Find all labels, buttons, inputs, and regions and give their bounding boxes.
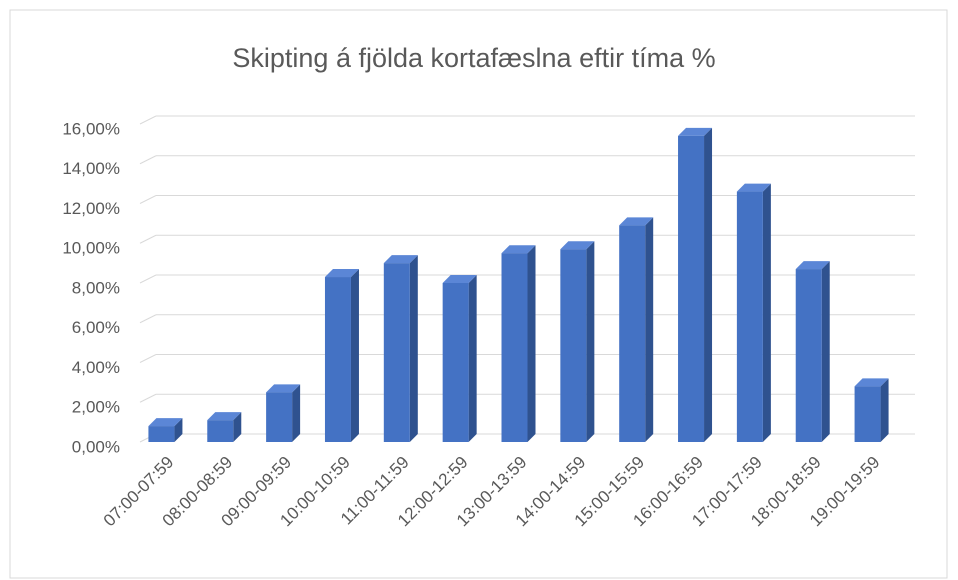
bar-top [678, 127, 713, 136]
bar-side [704, 127, 713, 443]
y-tick-label: 8,00% [72, 278, 120, 297]
bar-top [619, 217, 654, 226]
bar-side [350, 269, 359, 442]
bar-side [174, 418, 183, 442]
y-tick-label: 12,00% [62, 199, 120, 218]
bar-side [645, 217, 654, 442]
bar [266, 392, 293, 442]
bar-top [736, 183, 771, 192]
bar-side [586, 241, 595, 442]
y-tick-label: 16,00% [62, 119, 120, 138]
bar-top [207, 412, 242, 421]
y-tick-label: 0,00% [72, 437, 120, 456]
bar-side [409, 255, 418, 442]
bar [854, 386, 881, 442]
bar-top [266, 384, 301, 393]
grid-line-side [139, 354, 157, 363]
y-tick-label: 6,00% [72, 318, 120, 337]
bar-top [501, 245, 536, 254]
grid-line-side [139, 393, 157, 403]
bar-side [527, 245, 536, 442]
bar-side [292, 384, 301, 442]
bar-top [560, 241, 595, 250]
bar-side [880, 378, 889, 442]
bar-top [148, 418, 183, 427]
bar [324, 277, 351, 442]
bar [560, 249, 587, 442]
y-tick-label: 14,00% [62, 159, 120, 178]
bar-top [442, 275, 477, 283]
grid-line-side [139, 155, 157, 165]
bar-top [854, 378, 889, 387]
bar-top [795, 261, 830, 270]
grid-line-side [139, 234, 157, 244]
bar-side [821, 261, 830, 442]
bar [619, 225, 646, 442]
chart-border [9, 9, 948, 579]
bar [736, 191, 763, 442]
bar [795, 269, 822, 442]
bar [678, 135, 705, 443]
bar [148, 426, 175, 442]
bar-side [762, 183, 771, 442]
bar [501, 253, 528, 442]
grid-line-side [139, 115, 157, 125]
bar-side [233, 412, 242, 442]
bar-top [324, 269, 359, 278]
bar [383, 263, 410, 442]
bar-side [468, 275, 477, 442]
grid-line-side [139, 195, 157, 204]
grid-line-side [139, 274, 157, 284]
y-tick-label: 4,00% [72, 358, 120, 377]
bar-top [383, 255, 418, 264]
y-tick-label: 10,00% [62, 239, 120, 258]
bar [207, 420, 234, 442]
grid-line-side [139, 314, 157, 324]
y-tick-label: 2,00% [72, 398, 120, 417]
chart-title: Skipting á fjölda kortafæslna eftir tíma… [232, 43, 715, 73]
bar [442, 283, 469, 442]
